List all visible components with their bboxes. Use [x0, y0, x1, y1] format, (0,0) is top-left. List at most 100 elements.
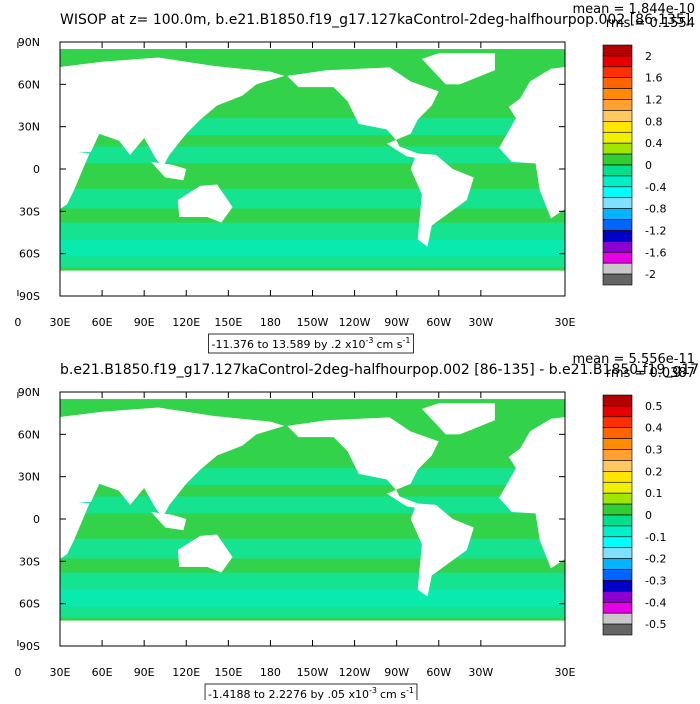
colorbar-label: -1.6: [645, 246, 666, 259]
colorbar-label: -0.1: [645, 531, 666, 544]
colorbar-box: [602, 569, 633, 581]
mean-stat: mean = 5.556e-11: [573, 352, 695, 367]
land: [151, 161, 187, 181]
colorbar-box: [602, 623, 633, 636]
land: [499, 417, 565, 569]
range-label-part: -3: [366, 336, 374, 345]
y-tick-label: 60S: [19, 598, 40, 611]
y-tick-label: 90N: [18, 36, 40, 49]
range-label-part: -11.376 to 13.589 by .2 x10: [212, 338, 366, 351]
y-tick-label: 90N: [18, 386, 40, 399]
cyan-band: [60, 188, 565, 209]
x-tick-label: 90W: [384, 666, 409, 679]
x-tick-label: 120E: [172, 316, 200, 329]
colorbar-box: [602, 273, 633, 286]
colorbar-box: [602, 175, 633, 188]
y-tick-label: 0: [33, 513, 40, 526]
colorbar-box: [602, 612, 633, 625]
colorbar-label: -1.2: [645, 224, 666, 237]
colorbar-box: [602, 262, 633, 275]
range-label-part: -1.4188 to 2.2276 by .05 x10: [208, 688, 369, 700]
cyan-band: [60, 239, 565, 268]
land: [177, 534, 233, 573]
colorbar-box: [602, 142, 633, 155]
colorbar-box: [602, 471, 633, 483]
colorbar-box: [602, 405, 633, 418]
land: [60, 407, 285, 559]
rms-stat: rms = 0.1554: [606, 16, 695, 31]
colorbar-box: [602, 77, 633, 89]
colorbar-box: [602, 153, 633, 166]
cyan-band: [60, 538, 565, 559]
colorbar-box: [602, 251, 633, 264]
range-label: -11.376 to 13.589 by .2 x10-3 cm s-1: [212, 336, 411, 351]
colorbar-box: [602, 99, 633, 111]
land: [683, 535, 700, 573]
colorbar-label: 0: [645, 159, 652, 172]
x-tick-label: 150W: [297, 666, 329, 679]
colorbar-box: [602, 492, 633, 505]
x-tick-label: 60E: [92, 666, 113, 679]
land: [60, 57, 285, 209]
colorbar-box: [602, 591, 633, 603]
x-tick-label: 90W: [384, 316, 409, 329]
x-tick-label: 60W: [426, 316, 451, 329]
colorbar-label: -2: [645, 268, 656, 281]
colorbar-box: [602, 197, 633, 209]
x-tick-label: 30W: [468, 666, 493, 679]
rms-stat: rms = 0.0387: [606, 366, 695, 381]
x-tick-label: 180: [260, 316, 281, 329]
cyan-band: [60, 146, 565, 164]
colorbar-label: -0.5: [645, 618, 666, 631]
y-tick-label: 60N: [18, 78, 40, 91]
y-tick-label: 30S: [19, 555, 40, 568]
range-label-box: [208, 333, 414, 354]
colorbar-box: [602, 481, 633, 494]
colorbar-label: 0.2: [645, 465, 663, 478]
colorbar-box: [602, 514, 633, 527]
x-tick-label: 120E: [172, 666, 200, 679]
colorbar-label: 1.2: [645, 94, 663, 107]
colorbar-label: 0.3: [645, 444, 663, 457]
y-tick-label: 90S: [19, 290, 40, 303]
colorbar-box: [602, 547, 633, 559]
map-field: [60, 49, 691, 296]
colorbar-box: [602, 503, 633, 516]
colorbar-box: [602, 121, 633, 133]
colorbar-box: [602, 110, 633, 122]
colorbar-label: -0.4: [645, 181, 666, 194]
colorbar-box: [602, 219, 633, 231]
land: [656, 162, 691, 180]
mean-stat: mean = 1.844e-10: [573, 2, 695, 17]
colorbar-box: [602, 44, 633, 57]
colorbar-label: 0.1: [645, 487, 663, 500]
x-tick-label: 150W: [297, 316, 329, 329]
y-tick-label: 0: [33, 163, 40, 176]
colorbar-box: [602, 525, 633, 538]
x-tick-label: 30E: [555, 666, 576, 679]
x-tick-label: 150E: [214, 316, 242, 329]
colorbar-label: -0.8: [645, 203, 666, 216]
colorbar-label: 0.8: [645, 115, 663, 128]
colorbar-label: 0: [645, 509, 652, 522]
x-tick-label: 30W: [468, 316, 493, 329]
range-label-part: cm s: [376, 338, 402, 351]
land: [177, 184, 233, 223]
colorbar-box: [602, 208, 633, 220]
x-tick-label: 90E: [134, 316, 155, 329]
colorbar-box: [602, 438, 633, 450]
colorbar-label: 0.5: [645, 400, 663, 413]
x-tick-label: 0: [14, 666, 21, 679]
x-tick-label: 120W: [339, 666, 371, 679]
chart-title: WISOP at z= 100.0m, b.e21.B1850.f19_g17.…: [60, 12, 690, 28]
colorbar-box: [602, 449, 633, 461]
colorbar-box: [602, 416, 633, 429]
x-tick-label: 30E: [50, 316, 71, 329]
y-tick-label: 30N: [18, 471, 40, 484]
range-label: -1.4188 to 2.2276 by .05 x10-3 cm s-1: [208, 686, 414, 700]
colorbar-label: 0.4: [645, 137, 663, 150]
colorbar-box: [602, 427, 633, 439]
colorbar-box: [602, 241, 633, 253]
cyan-band: [60, 496, 565, 514]
